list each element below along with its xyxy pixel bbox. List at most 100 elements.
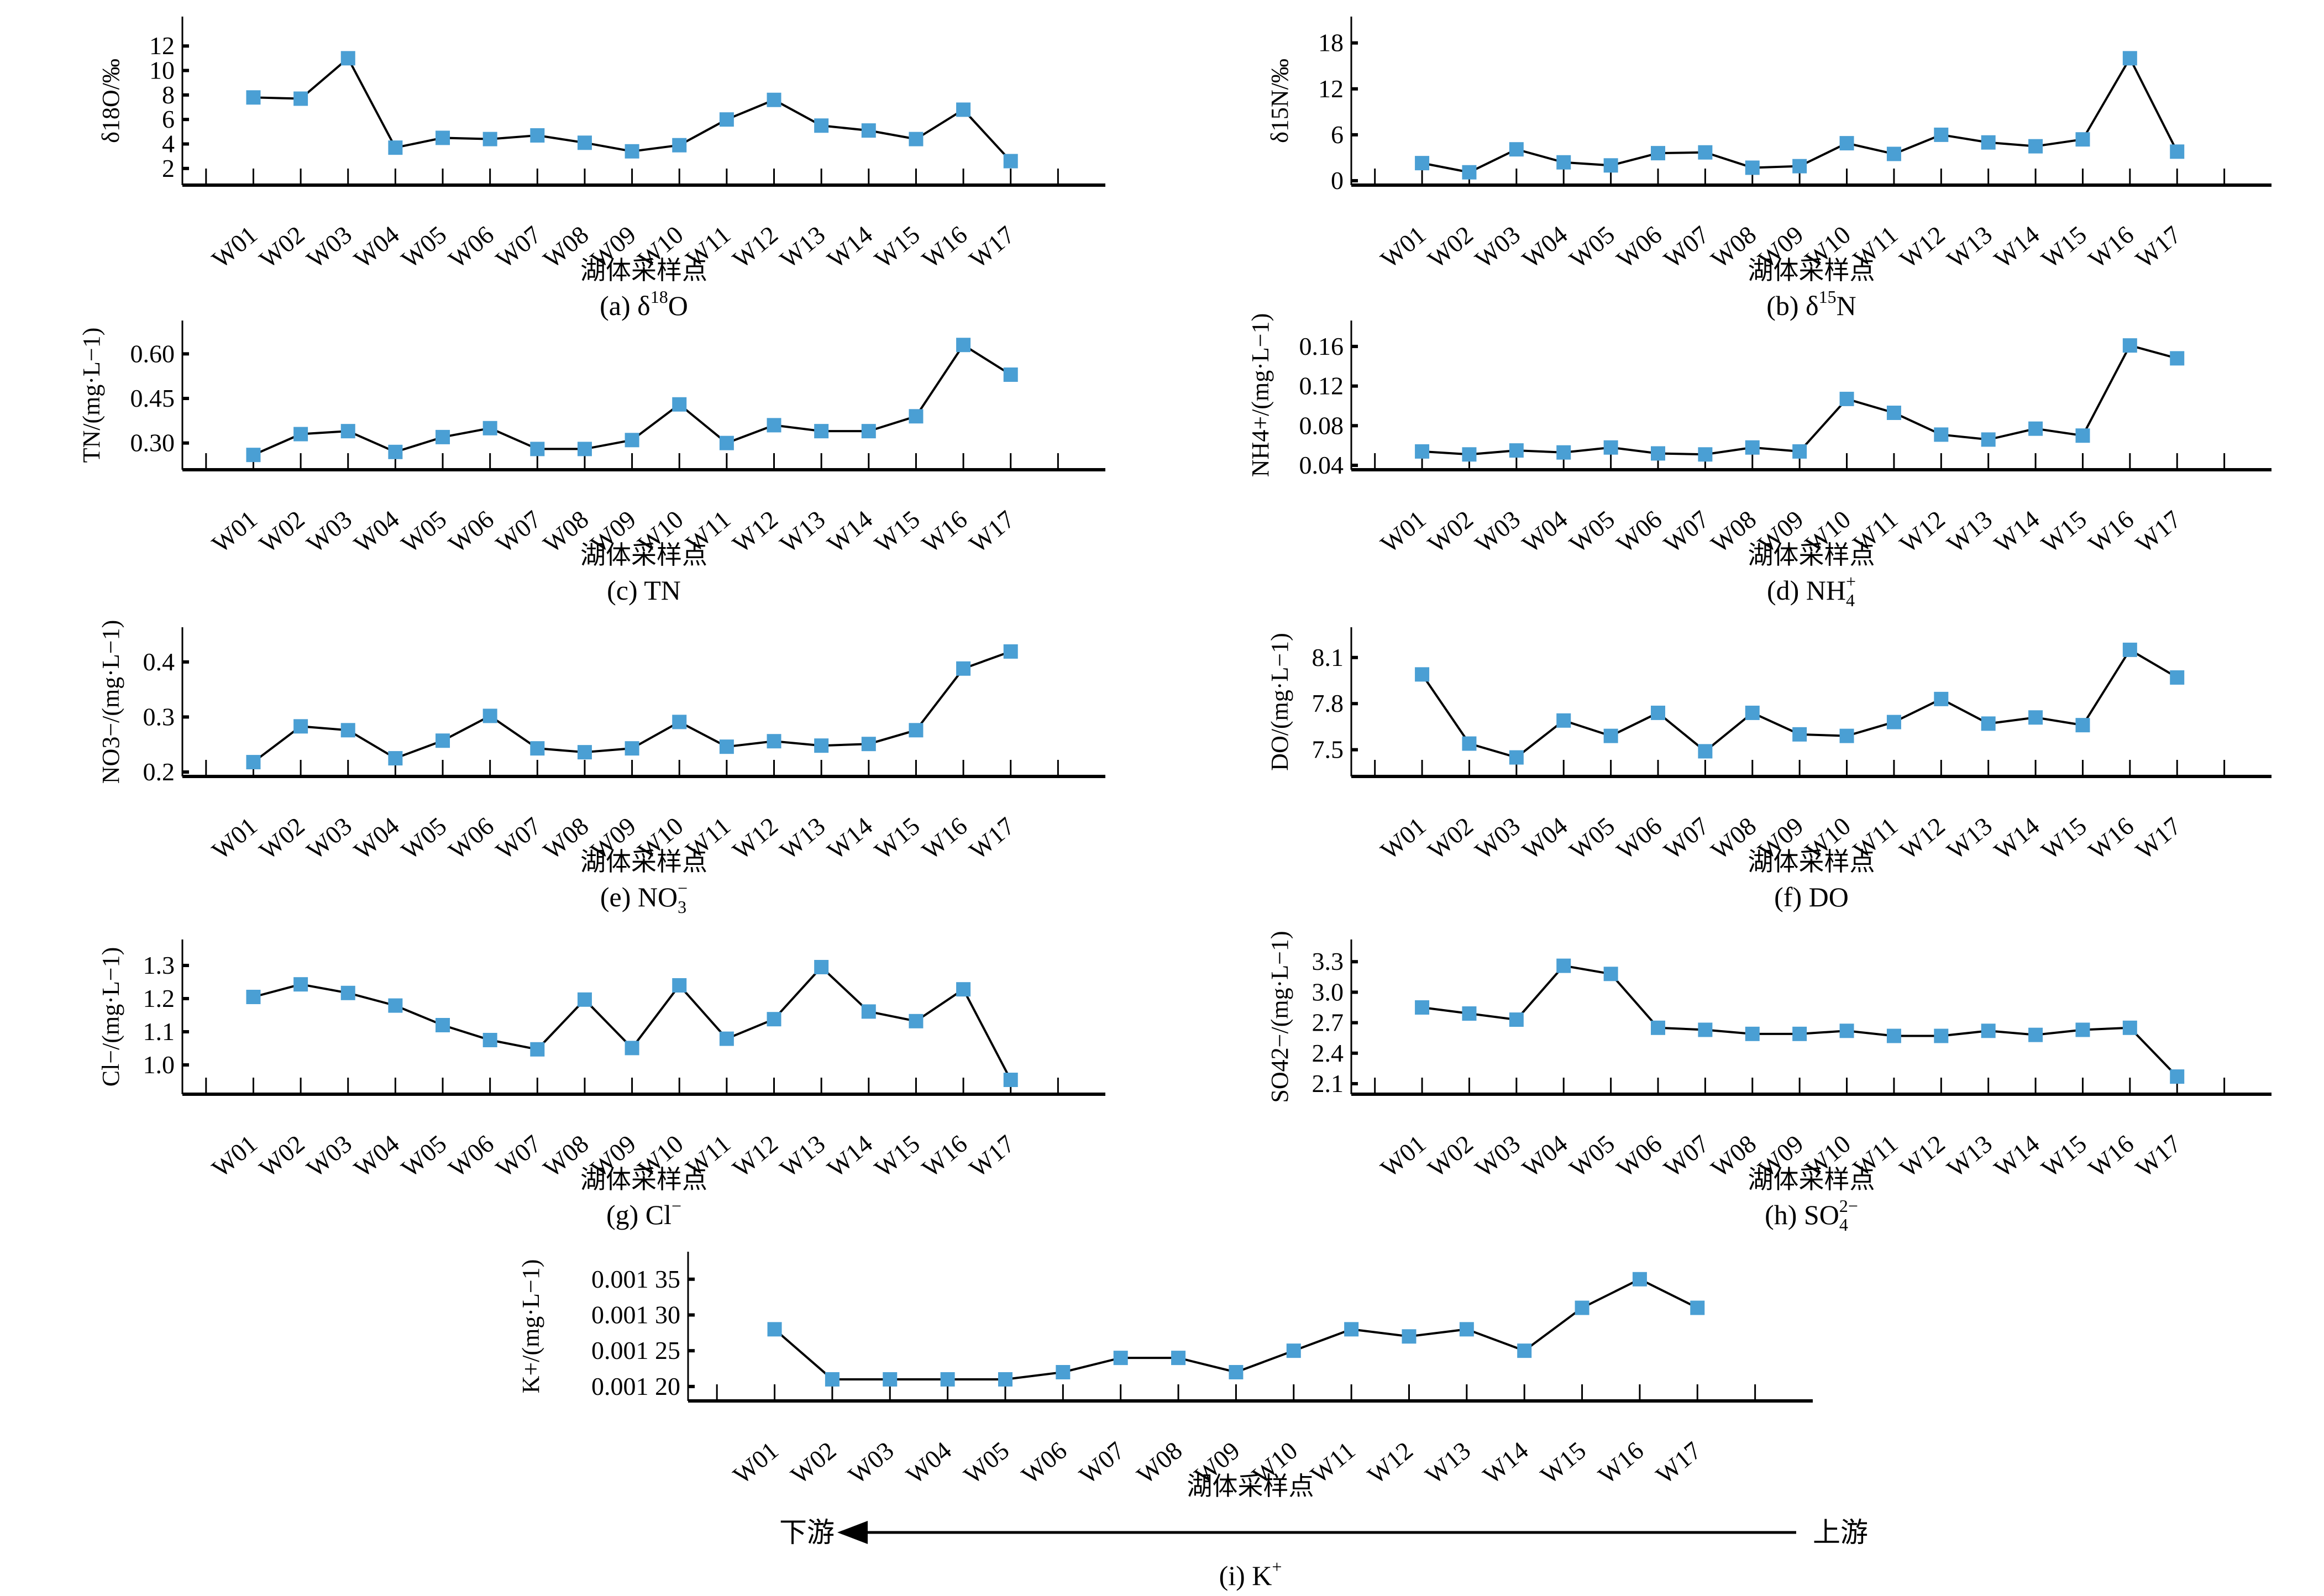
data-point-w04 (388, 444, 403, 459)
data-point-w14 (861, 424, 876, 439)
y-tick-label: 7.5 (1312, 736, 1344, 764)
chart-panel-d: 0.040.080.120.16NH4+/(mg·L−1)W01W02W03W0… (1247, 313, 2271, 610)
x-axis-title: 湖体采样点 (1187, 1471, 1314, 1501)
x-category-label: W06 (1611, 1130, 1667, 1183)
data-point-w17 (1003, 367, 1018, 382)
y-axis-label: δ18O/‰ (97, 59, 124, 143)
chart-caption: (a) δ18O (600, 287, 688, 321)
x-axis-title: 湖体采样点 (580, 255, 707, 285)
data-point-w02 (1462, 447, 1477, 462)
data-point-w12 (1934, 427, 1949, 442)
chart-caption: (e) NO3− (600, 878, 688, 917)
data-point-w08 (1745, 160, 1760, 175)
x-category-label: W02 (254, 221, 309, 274)
x-category-label: W02 (254, 1130, 309, 1183)
x-category-label: W16 (1593, 1436, 1649, 1490)
data-point-w09 (1792, 727, 1807, 742)
x-category-label: W07 (1074, 1436, 1130, 1490)
data-point-w02 (1462, 165, 1477, 180)
y-tick-label: 3.3 (1312, 947, 1344, 975)
x-category-label: W02 (1423, 221, 1478, 274)
data-point-w14 (861, 737, 876, 752)
data-point-w13 (1981, 716, 1996, 731)
y-tick-label: 2 (162, 154, 175, 182)
x-category-label: W06 (443, 505, 499, 559)
x-category-label: W05 (1564, 1130, 1620, 1183)
data-point-w03 (1509, 750, 1524, 765)
x-category-label: W12 (727, 221, 783, 274)
data-point-w01 (246, 90, 261, 105)
data-point-w10 (1839, 728, 1854, 743)
x-category-label: W04 (349, 505, 405, 559)
x-category-label: W04 (349, 812, 405, 865)
x-axis-title: 湖体采样点 (580, 1164, 707, 1194)
data-point-w16 (956, 338, 971, 353)
x-category-label: W06 (1611, 812, 1667, 865)
data-point-w07 (1698, 145, 1713, 160)
x-category-label: W17 (964, 812, 1020, 865)
x-category-label: W12 (727, 1130, 783, 1183)
data-point-w14 (1517, 1343, 1532, 1358)
x-category-label: W16 (2083, 1130, 2139, 1183)
chart-caption: (b) δ15N (1766, 287, 1856, 321)
x-category-label: W07 (1659, 221, 1714, 274)
upstream-label: 上游 (1813, 1516, 1868, 1548)
data-point-w02 (293, 427, 308, 442)
x-category-label: W05 (396, 505, 452, 559)
x-category-label: W07 (490, 1130, 546, 1183)
y-axis-label: NH4+/(mg·L−1) (1247, 313, 1274, 477)
data-point-w08 (1745, 440, 1760, 455)
chart-panels: 24681012δ18O/‰W01W02W03W04W05W06W07W08W0… (78, 17, 2271, 1591)
data-point-w01 (1415, 156, 1430, 171)
y-tick-label: 0.001 25 (591, 1336, 680, 1364)
x-category-label: W05 (396, 221, 452, 274)
y-tick-label: 10 (149, 56, 175, 85)
data-point-w11 (1886, 146, 1901, 161)
y-tick-label: 6 (1331, 120, 1344, 149)
x-category-label: W03 (301, 505, 357, 559)
data-point-w08 (577, 135, 592, 150)
data-point-w15 (2075, 428, 2090, 443)
x-category-label: W07 (490, 812, 546, 865)
x-category-label: W02 (254, 505, 309, 559)
x-category-label: W02 (785, 1436, 841, 1490)
data-point-w04 (1556, 958, 1571, 973)
x-category-label: W07 (1659, 812, 1714, 865)
x-category-label: W05 (396, 812, 452, 865)
x-category-label: W15 (2036, 221, 2092, 274)
data-point-w01 (1415, 1000, 1430, 1015)
data-point-w15 (909, 1014, 924, 1028)
y-axis-label: K+/(mg·L−1) (517, 1259, 544, 1394)
x-category-label: W06 (1016, 1436, 1072, 1490)
x-category-label: W06 (1611, 505, 1667, 559)
y-tick-label: 3.0 (1312, 978, 1344, 1006)
data-point-w17 (2170, 351, 2185, 366)
x-axis-title: 湖体采样点 (1748, 255, 1875, 285)
x-category-label: W15 (1535, 1436, 1591, 1490)
data-point-w10 (672, 715, 687, 729)
chart-panel-i: 0.001 20 0.001 25 0.001 30 0.001 35 K+/(mg·L… (517, 1252, 1813, 1591)
data-point-w14 (861, 123, 876, 138)
y-tick-label: 0.3 (143, 702, 175, 731)
y-tick-label: 4 (162, 130, 175, 158)
data-point-w13 (814, 424, 829, 439)
data-point-w11 (1886, 405, 1901, 420)
chart-caption: (h) SO42− (1765, 1196, 1858, 1235)
data-point-w03 (1509, 142, 1524, 157)
x-category-label: W12 (1362, 1436, 1418, 1490)
flow-arrow-head-icon (837, 1521, 868, 1544)
x-category-label: W07 (1659, 505, 1714, 559)
y-tick-label: 1.3 (143, 951, 175, 979)
x-category-label: W13 (1942, 1130, 1997, 1183)
data-point-w01 (767, 1322, 782, 1337)
x-category-label: W01 (1375, 221, 1431, 274)
data-point-w11 (719, 435, 734, 450)
x-category-label: W13 (1942, 812, 1997, 865)
data-point-w07 (1698, 447, 1713, 462)
y-axis-label: NO3−/(mg·L−1) (97, 620, 124, 784)
y-tick-label: 0 (1331, 166, 1344, 195)
x-category-label: W14 (1989, 812, 2044, 865)
x-category-label: W16 (916, 812, 972, 865)
data-point-w09 (625, 144, 639, 159)
data-point-w10 (1839, 391, 1854, 406)
